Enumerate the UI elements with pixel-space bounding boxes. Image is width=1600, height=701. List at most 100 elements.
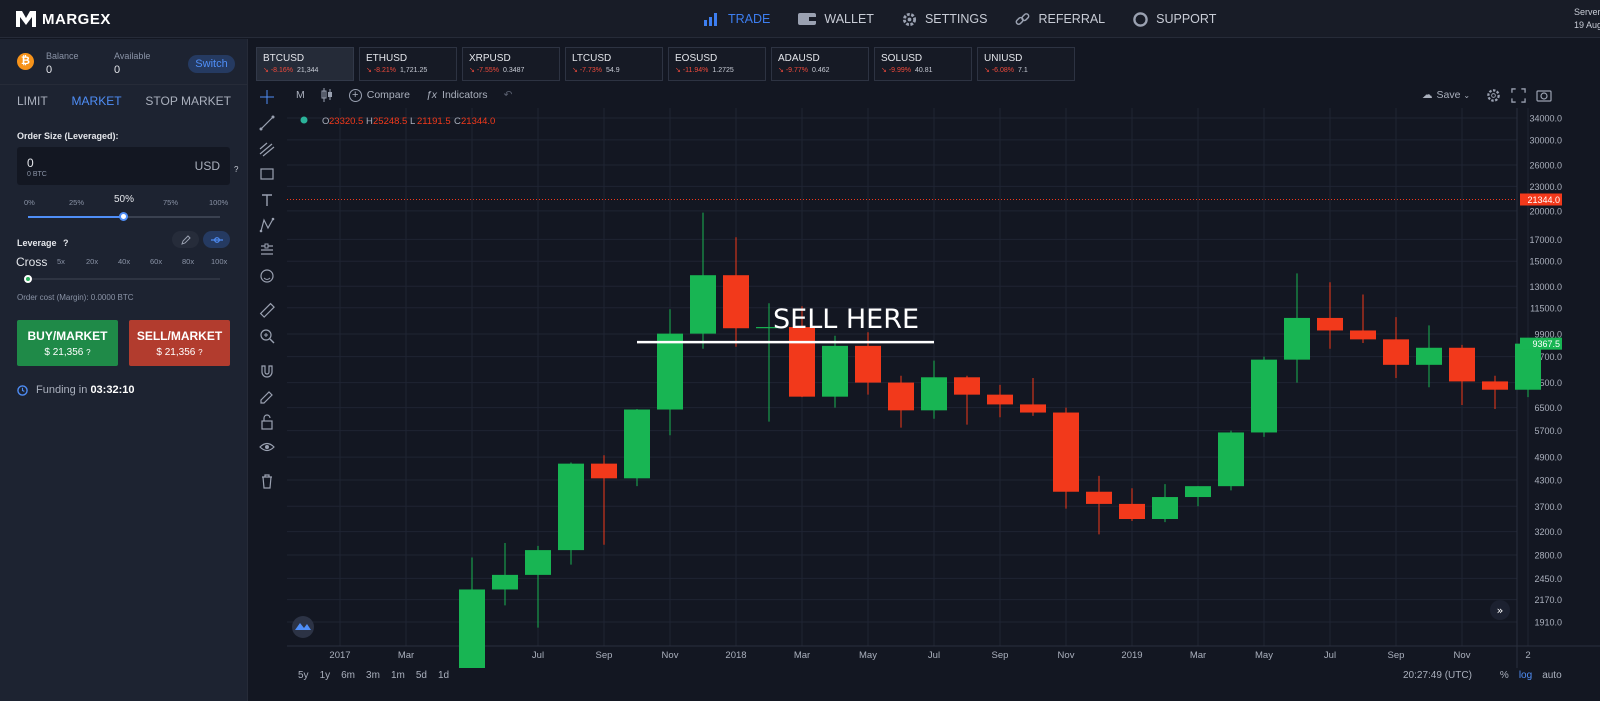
chart-logo-mark bbox=[295, 623, 311, 630]
ticker-tab-xrpusd[interactable]: XRPUSD ↘ -7.55% 0.3487 bbox=[462, 47, 560, 81]
ruler-icon[interactable] bbox=[258, 301, 276, 319]
candle-style-icon[interactable] bbox=[321, 88, 333, 102]
size-slider-fill bbox=[28, 216, 124, 218]
pattern-icon[interactable] bbox=[258, 216, 276, 234]
ticker-change: ↘ -11.94% 1.2725 bbox=[675, 66, 765, 74]
ticker-tab-btcusd[interactable]: BTCUSD ↘ -8.16% 21,344 bbox=[256, 47, 354, 81]
ticker-tab-ltcusd[interactable]: LTCUSD ↘ -7.73% 54.9 bbox=[565, 47, 663, 81]
buy-market-button[interactable]: BUY/MARKET $ 21,356 ? bbox=[17, 320, 118, 366]
x-tick-label: 2017 bbox=[329, 650, 350, 661]
x-tick-label: Jul bbox=[1324, 650, 1336, 661]
fib-tool-icon[interactable] bbox=[258, 140, 276, 158]
ticker-tab-eosusd[interactable]: EOSUSD ↘ -11.94% 1.2725 bbox=[668, 47, 766, 81]
compare-button[interactable]: + Compare bbox=[348, 88, 410, 102]
range-1m[interactable]: 1m bbox=[390, 670, 405, 681]
nav-trade[interactable]: TRADE bbox=[690, 0, 784, 38]
candle-body bbox=[789, 327, 815, 397]
emoji-icon[interactable] bbox=[258, 267, 276, 285]
eye-icon[interactable] bbox=[258, 438, 276, 456]
nav-wallet[interactable]: WALLET bbox=[784, 0, 888, 38]
size-slider-knob[interactable] bbox=[119, 212, 128, 221]
pct-label-selected[interactable]: 50% bbox=[114, 194, 135, 205]
lev-option[interactable]: 5x bbox=[57, 257, 65, 266]
leverage-slider-knob[interactable] bbox=[24, 275, 32, 283]
candle-body bbox=[1482, 381, 1508, 390]
pencil-icon[interactable] bbox=[172, 231, 199, 248]
chart-toolbar: M + Compare ƒx Indicators ↶ bbox=[288, 86, 512, 104]
nav-referral[interactable]: REFERRAL bbox=[1001, 0, 1119, 38]
trash-icon[interactable] bbox=[258, 472, 276, 490]
log-scale-toggle[interactable]: log bbox=[1518, 670, 1533, 681]
lev-option[interactable]: 80x bbox=[182, 257, 195, 266]
tab-stop-market[interactable]: STOP MARKET bbox=[145, 94, 231, 108]
range-5y[interactable]: 5y bbox=[298, 670, 309, 681]
candlestick-chart[interactable]: 2017 Mar May Jul Sep Nov 2018 Mar May Jul Sep Nov 20… bbox=[287, 108, 1600, 690]
pct-label[interactable]: 25% bbox=[69, 198, 85, 207]
tab-limit[interactable]: LIMIT bbox=[17, 94, 48, 108]
ticker-tab-solusd[interactable]: SOLUSD ↘ -9.99% 40.81 bbox=[874, 47, 972, 81]
margex-logo-icon bbox=[16, 11, 36, 27]
forecast-icon[interactable] bbox=[258, 241, 276, 259]
slider-mode-icon[interactable] bbox=[203, 231, 230, 248]
range-3m[interactable]: 3m bbox=[366, 670, 380, 681]
tab-market[interactable]: MARKET bbox=[71, 94, 122, 108]
fullscreen-icon[interactable] bbox=[1511, 87, 1526, 103]
size-slider[interactable] bbox=[28, 212, 220, 221]
interval-selector[interactable]: M bbox=[296, 89, 305, 101]
auto-scale-toggle[interactable]: auto bbox=[1542, 670, 1562, 681]
sell-help-icon[interactable]: ? bbox=[198, 348, 203, 357]
magnet-icon[interactable] bbox=[258, 362, 276, 380]
nav-settings[interactable]: SETTINGS bbox=[888, 0, 1002, 38]
indicators-button[interactable]: ƒx Indicators bbox=[426, 89, 488, 101]
order-size-input[interactable]: 0 0 BTC USD bbox=[17, 147, 230, 185]
undo-icon[interactable]: ↶ bbox=[503, 89, 513, 101]
lev-cross[interactable]: Cross bbox=[16, 255, 48, 269]
range-1y[interactable]: 1y bbox=[319, 670, 331, 681]
order-size-help-icon[interactable]: ? bbox=[234, 165, 239, 174]
pct-label[interactable]: 0% bbox=[24, 198, 35, 207]
order-size-btc: 0 BTC bbox=[27, 171, 47, 178]
x-tick-label: Jul bbox=[928, 650, 940, 661]
range-5d[interactable]: 5d bbox=[415, 670, 427, 681]
lock-icon[interactable] bbox=[258, 413, 276, 431]
leverage-help-icon[interactable]: ? bbox=[63, 238, 69, 248]
lev-option[interactable]: 40x bbox=[118, 257, 131, 266]
lev-option[interactable]: 100x bbox=[211, 257, 228, 266]
trend-line-icon[interactable] bbox=[258, 114, 276, 132]
ticker-tab-ethusd[interactable]: ETHUSD ↘ -8.21% 1,721.25 bbox=[359, 47, 457, 81]
y-tick-label: 11500.0 bbox=[1530, 303, 1562, 313]
lev-option[interactable]: 60x bbox=[150, 257, 163, 266]
order-size-value[interactable]: 0 bbox=[27, 156, 34, 170]
range-1d[interactable]: 1d bbox=[437, 670, 450, 681]
candle-body bbox=[525, 550, 551, 575]
lev-option[interactable]: 20x bbox=[86, 257, 99, 266]
text-tool-icon[interactable] bbox=[258, 191, 276, 209]
switch-button[interactable]: Switch bbox=[188, 55, 235, 73]
buy-help-icon[interactable]: ? bbox=[86, 348, 91, 357]
crosshair-icon[interactable] bbox=[258, 88, 276, 106]
ticker-change-value: -9.77% bbox=[785, 67, 808, 74]
ohlc-key: H bbox=[366, 116, 373, 127]
ticker-tab-uniusd[interactable]: UNIUSD ↘ -6.08% 7.1 bbox=[977, 47, 1075, 81]
zoom-in-icon[interactable] bbox=[258, 327, 276, 345]
ticker-tab-adausd[interactable]: ADAUSD ↘ -9.77% 0.462 bbox=[771, 47, 869, 81]
draw-mode-icon[interactable] bbox=[258, 387, 276, 405]
leverage-slider[interactable] bbox=[24, 275, 220, 283]
pct-label[interactable]: 75% bbox=[163, 198, 179, 207]
percent-scale-toggle[interactable]: % bbox=[1499, 670, 1509, 681]
sell-market-button[interactable]: SELL/MARKET $ 21,356 ? bbox=[129, 320, 230, 366]
camera-icon[interactable] bbox=[1536, 88, 1552, 103]
price-chart[interactable]: 2017 Mar May Jul Sep Nov 2018 Mar May Jul Sep Nov 20… bbox=[287, 108, 1600, 701]
drawing-toolbar bbox=[254, 86, 280, 701]
rectangle-icon[interactable] bbox=[258, 165, 276, 183]
ohlc-key: L bbox=[410, 116, 415, 127]
fx-icon: ƒx bbox=[425, 89, 438, 101]
save-button[interactable]: ☁ Save ⌄ bbox=[1422, 89, 1470, 101]
range-6m[interactable]: 6m bbox=[341, 670, 356, 681]
logo[interactable]: MARGEX bbox=[16, 9, 111, 29]
nav-support[interactable]: SUPPORT bbox=[1119, 0, 1230, 38]
chart-settings-icon[interactable] bbox=[1486, 88, 1501, 103]
pct-label[interactable]: 100% bbox=[209, 198, 229, 207]
down-arrow-icon: ↘ bbox=[675, 67, 683, 74]
funding-time: 03:32:10 bbox=[90, 384, 135, 396]
